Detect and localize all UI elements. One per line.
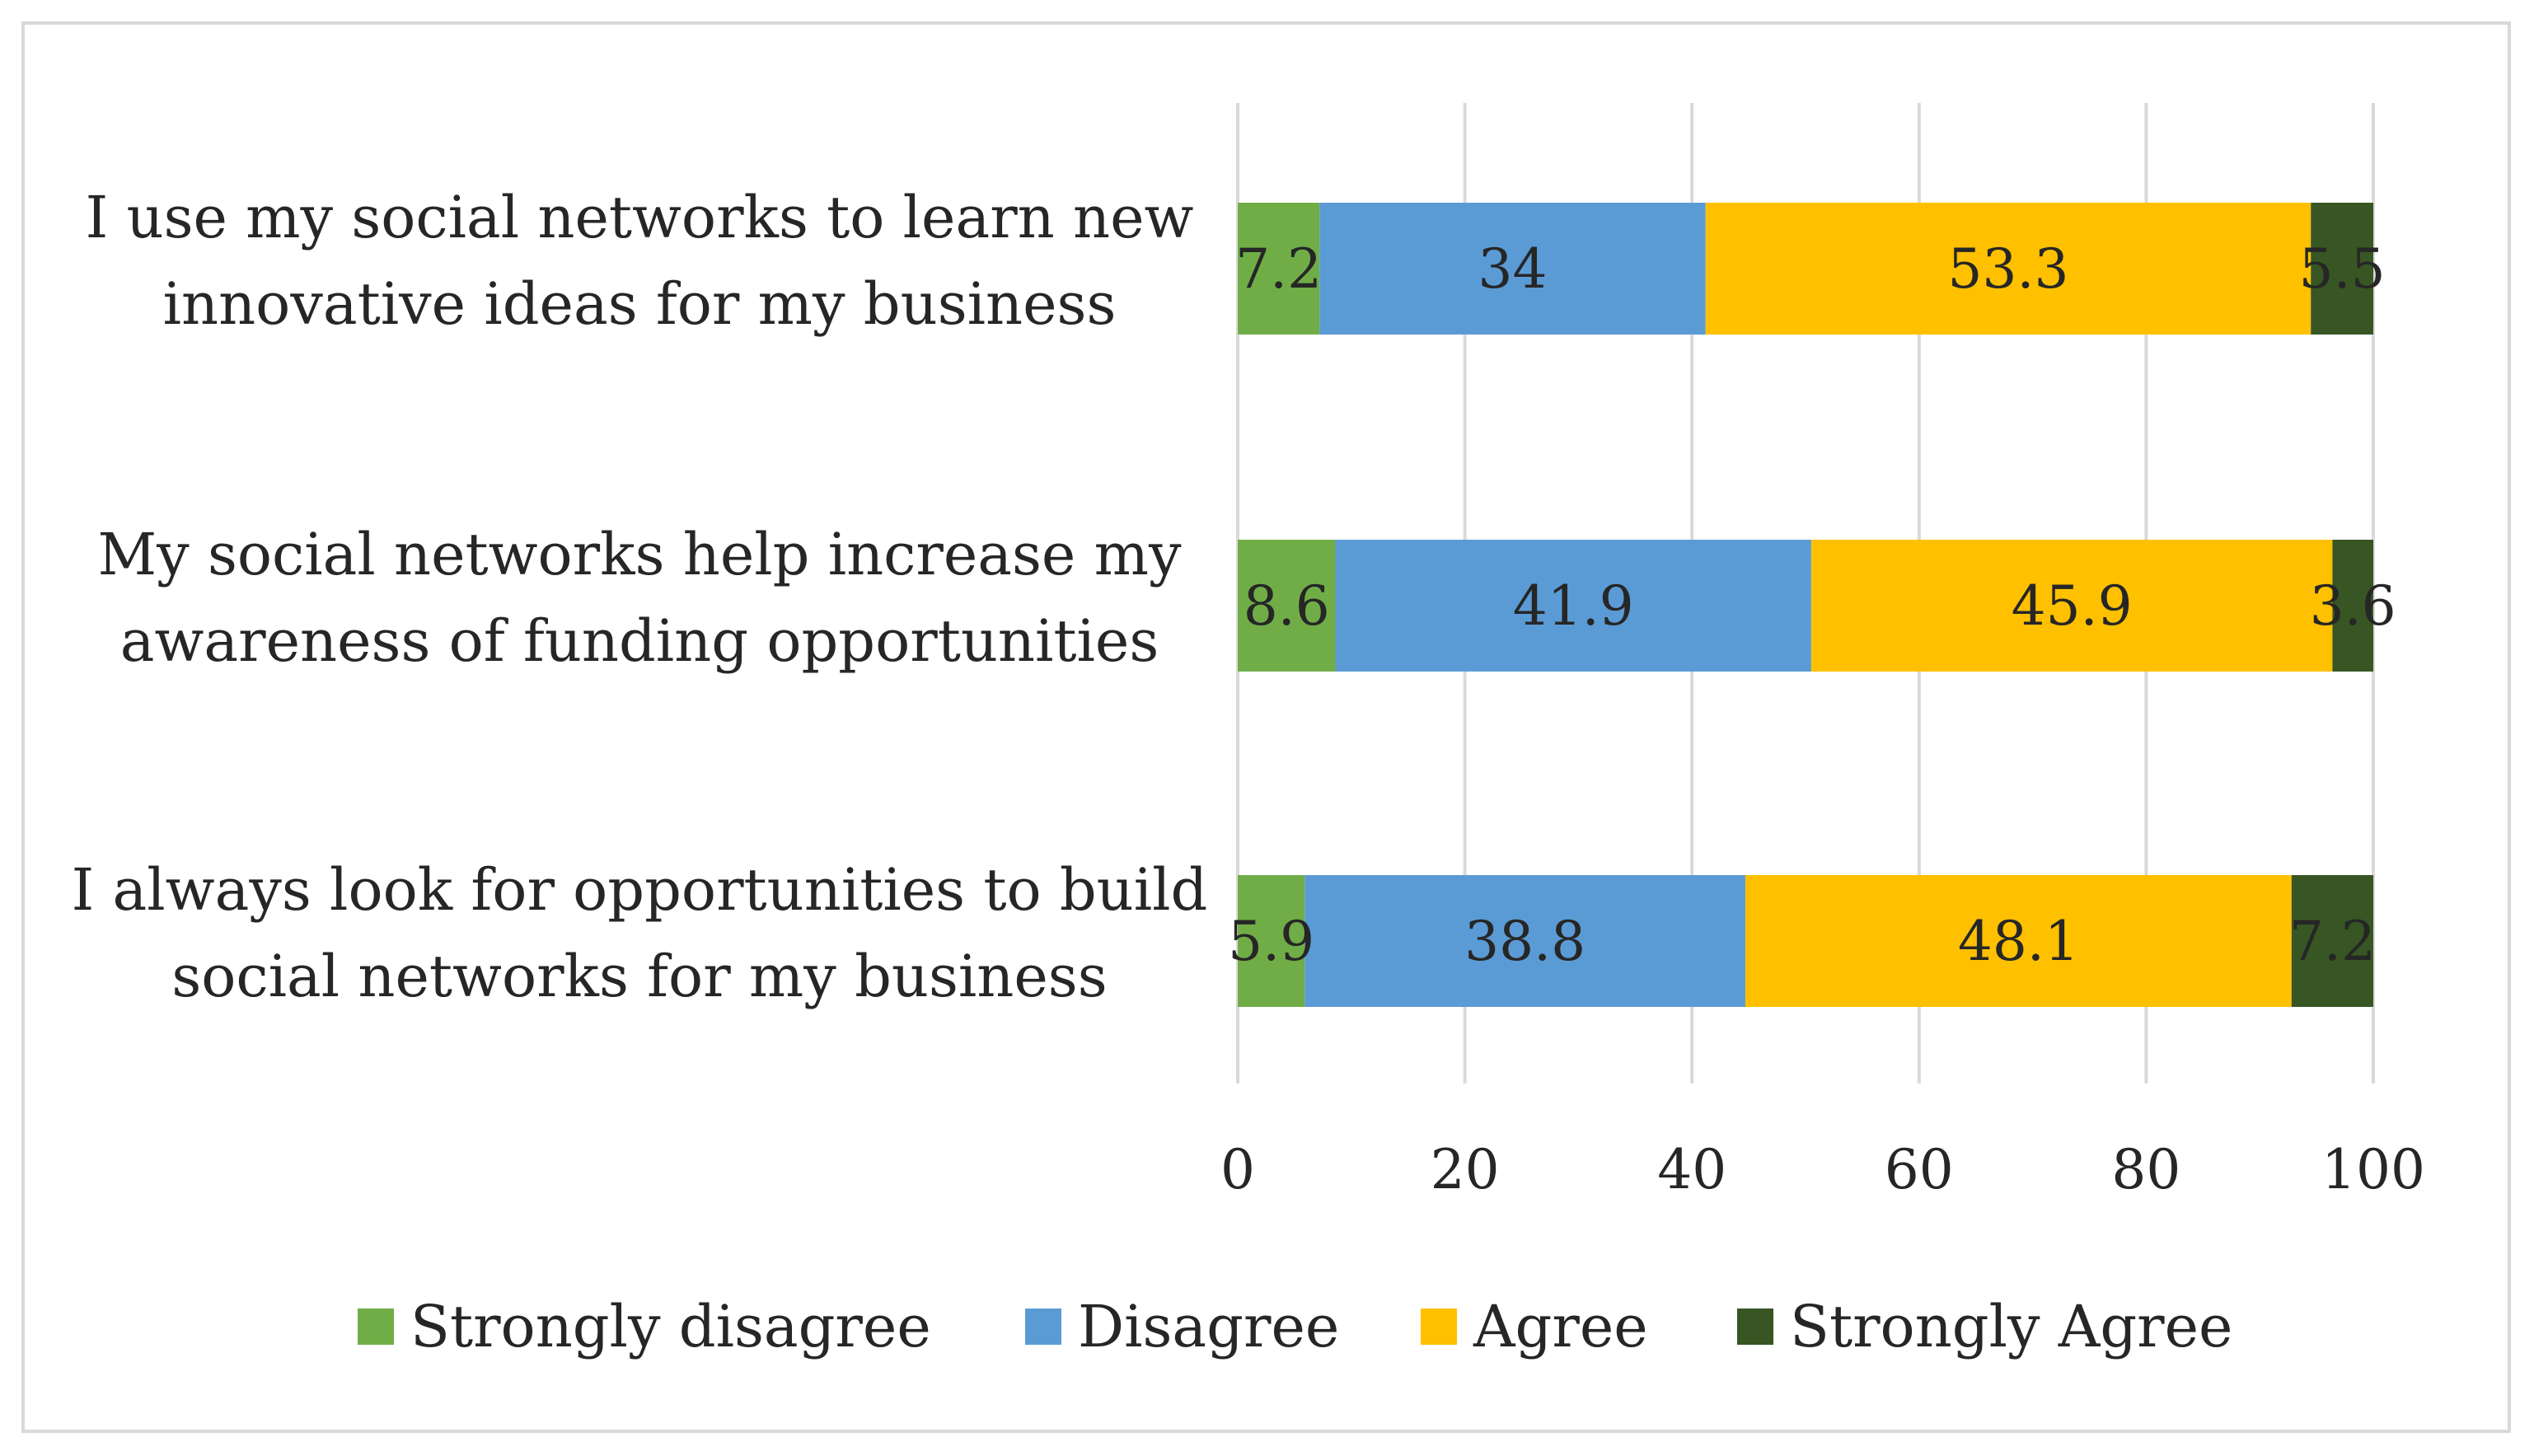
x-tick-label: 40	[1657, 1138, 1726, 1201]
legend-item: Agree	[1421, 1293, 1648, 1360]
legend-swatch	[358, 1309, 394, 1345]
data-label: 41.9	[1513, 574, 1634, 638]
bars	[1238, 203, 2373, 1007]
x-tick-label: 100	[2321, 1138, 2425, 1201]
legend-label: Disagree	[1078, 1293, 1339, 1360]
x-tick-label: 80	[2111, 1138, 2180, 1201]
data-labels: 7.2 34 53.3 5.5 8.6 41.9 45.9 3.6 5.9 38.8 48.1 7.2	[1228, 237, 2396, 973]
bar-segment	[1335, 540, 1811, 672]
bar-segment	[2332, 540, 2373, 672]
data-label: 45.9	[2012, 574, 2133, 638]
category-labels: I use my social networks to learn new inn…	[72, 184, 1208, 1010]
legend-label: Strongly Agree	[1790, 1293, 2232, 1360]
bar-segment	[1705, 203, 2312, 335]
data-label: 53.3	[1947, 237, 2068, 301]
bar-segment	[1238, 875, 1305, 1007]
data-label: 48.1	[1958, 910, 2079, 973]
x-tick-label: 0	[1220, 1138, 1255, 1201]
bar-segment	[1319, 203, 1706, 335]
stacked-bar-chart: 7.2 34 53.3 5.58.6 41.9 45.9 3.65.9 38.8 48.1 7.2…	[72, 103, 2425, 1360]
data-label: 8.6	[1244, 574, 1330, 638]
bar-segment	[1238, 203, 1320, 335]
chart-frame: 7.2 34 53.3 5.5 8.6 41.9 45.9 3.6 5.9 38.8 48.1 7.2…	[21, 21, 2511, 1433]
bar-segment	[1745, 875, 2292, 1007]
bar-segment	[1238, 540, 1336, 672]
legend-label: Strongly disagree	[410, 1293, 931, 1360]
bar-segment	[2291, 875, 2373, 1007]
category-label: My social networks help increase my aware…	[97, 521, 1181, 675]
data-label: 7.2	[2289, 910, 2376, 973]
bar-segment	[1810, 540, 2333, 672]
bar-segment	[2311, 203, 2373, 335]
data-label: 34	[1478, 237, 1547, 301]
data-label: 38.8	[1464, 910, 1586, 973]
data-label: 5.9	[1228, 910, 1314, 973]
category-label: I use my social networks to learn new inn…	[86, 184, 1194, 338]
legend-item: Disagree	[1025, 1293, 1339, 1360]
category-label: I always look for opportunities to build…	[72, 856, 1208, 1010]
data-label: 3.6	[2310, 574, 2396, 638]
x-tick-label: 60	[1885, 1138, 1954, 1201]
data-label: 5.5	[2299, 237, 2386, 301]
data-label: 7.2	[1235, 237, 1322, 301]
legend-swatch	[1025, 1309, 1061, 1345]
legend-swatch	[1737, 1309, 1773, 1345]
legend-label: Agree	[1473, 1293, 1648, 1360]
legend-item: Strongly disagree	[358, 1293, 931, 1360]
x-tick-label: 20	[1431, 1138, 1500, 1201]
legend-swatch	[1421, 1309, 1457, 1345]
x-axis-ticks: 0 20 40 60 80 100	[1220, 1138, 2425, 1201]
legend: Strongly disagree Disagree Agree Strongly A…	[358, 1293, 2232, 1360]
bar-segment	[1304, 875, 1745, 1007]
legend-item: Strongly Agree	[1737, 1293, 2232, 1360]
